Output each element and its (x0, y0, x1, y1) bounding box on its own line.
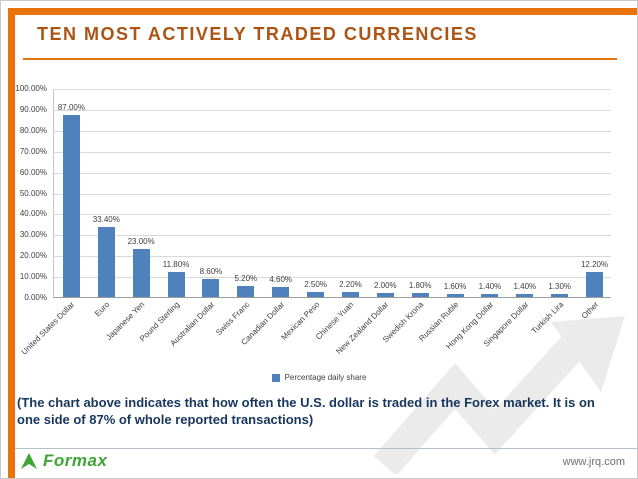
bar-2 (132, 248, 150, 297)
bar-11 (446, 293, 464, 297)
bar-value-label: 1.40% (513, 282, 537, 292)
left-accent-bar (8, 8, 15, 478)
page-title: TEN MOST ACTIVELY TRADED CURRENCIES (37, 24, 478, 44)
legend-swatch (271, 373, 280, 382)
y-tick-label: 70.00% (19, 146, 47, 156)
bar-value-label: 8.60% (199, 267, 223, 277)
bar-7 (307, 291, 325, 297)
y-tick-label: 90.00% (19, 104, 47, 114)
gridline (54, 151, 611, 153)
y-tick-label: 0.00% (24, 293, 47, 302)
caption-line-2: one side of 87% of whole reported transa… (17, 411, 314, 427)
y-tick-label: 100.00% (15, 84, 47, 93)
bar-value-label: 1.30% (548, 282, 572, 292)
y-axis: 100.00% 90.00% 80.00% 70.00% 60.00% 50.00% 40.… (1, 84, 47, 302)
formax-logo: Formax (19, 451, 107, 471)
footer-divider (15, 448, 637, 449)
y-tick-label: 60.00% (19, 167, 47, 177)
bar-value-label: 23.00% (127, 236, 155, 246)
bar-value-label: 2.50% (304, 279, 327, 289)
chart-caption: (The chart above indicates that how ofte… (17, 395, 631, 429)
bar-value-label: 1.40% (478, 282, 502, 292)
y-tick-label: 30.00% (19, 230, 47, 240)
bar-3 (167, 272, 185, 297)
gridline (54, 277, 611, 279)
y-tick-label: 20.00% (19, 251, 47, 261)
bar-13 (516, 294, 534, 297)
legend-label: Percentage daily share (284, 373, 367, 382)
bar-value-label: 33.40% (92, 215, 120, 225)
gridline (54, 89, 611, 90)
bar-value-label: 5.20% (234, 274, 258, 284)
bar-9 (376, 292, 394, 297)
y-tick-label: 10.00% (19, 272, 47, 282)
bar-value-label: 1.60% (443, 281, 467, 291)
bar-value-label: 2.20% (339, 280, 362, 290)
bar-10 (411, 293, 429, 297)
chart-legend: Percentage daily share (1, 373, 637, 382)
y-tick-label: 50.00% (19, 188, 47, 198)
bar-value-label: 2.00% (373, 280, 397, 290)
bar-5 (237, 286, 255, 297)
gridline (54, 193, 611, 195)
arrow-watermark (373, 316, 625, 474)
caption-line-1: (The chart above indicates that how ofte… (17, 395, 595, 410)
plot-area: 87.00% 33.40% 23.00% 11.80% 8.60% 5.20% 4.60% 2… (53, 89, 611, 298)
bar-15 (586, 271, 604, 297)
title-underline (23, 58, 617, 60)
gridline (54, 256, 611, 258)
bar-value-label: 12.20% (580, 259, 609, 269)
bar-4 (202, 279, 220, 297)
gridline (54, 172, 611, 174)
top-accent-bar (8, 8, 637, 15)
bar-14 (551, 294, 569, 297)
bar-value-label: 4.60% (269, 275, 293, 285)
bar-1 (97, 227, 115, 297)
bar-value-label: 11.80% (162, 260, 190, 270)
gridline (54, 214, 611, 216)
y-tick-label: 80.00% (19, 125, 47, 135)
formax-logo-icon (21, 453, 37, 469)
formax-logo-text: Formax (43, 451, 108, 470)
bar-0 (62, 115, 80, 297)
y-tick-label: 40.00% (19, 209, 47, 219)
bar-value-label: 87.00% (57, 103, 85, 113)
bar-chart: 100.00% 90.00% 80.00% 70.00% 60.00% 50.00% 40.… (1, 81, 637, 393)
bar-6 (272, 287, 290, 297)
gridline (54, 235, 611, 237)
gridline (54, 130, 611, 132)
footer-url: www.jrq.com (562, 456, 625, 468)
gridline (54, 109, 611, 111)
bar-8 (341, 292, 359, 297)
bar-12 (481, 294, 499, 297)
bar-value-label: 1.80% (408, 281, 432, 291)
